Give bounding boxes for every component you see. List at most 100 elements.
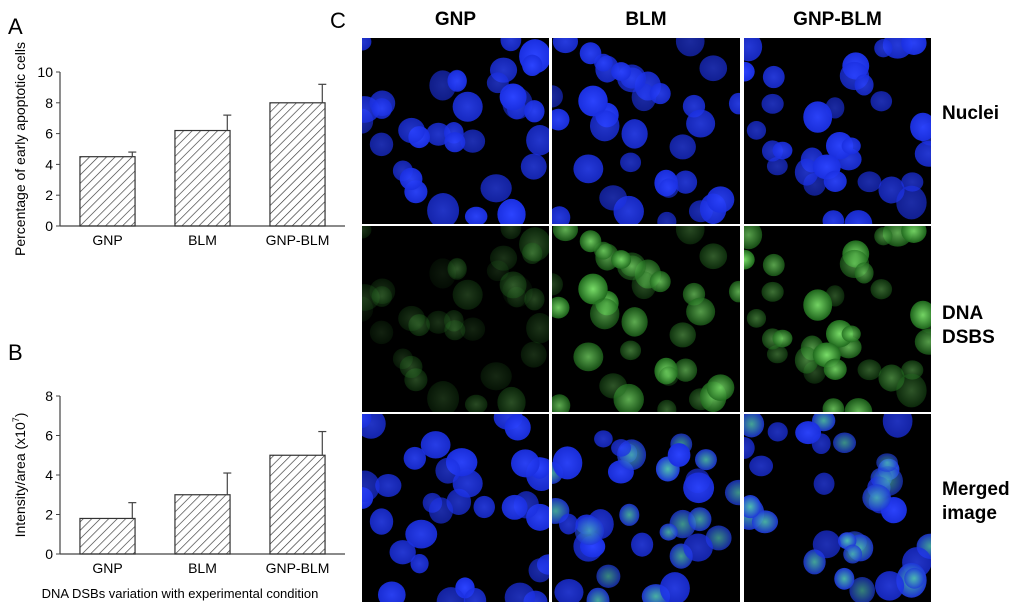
x-tick-label: GNP [92, 232, 122, 248]
nucleus [552, 85, 563, 108]
nucleus [849, 577, 875, 602]
nucleus [854, 74, 874, 96]
nucleus [552, 38, 579, 54]
nucleus [589, 298, 620, 330]
nucleus [862, 484, 892, 512]
bar-gnp [79, 156, 136, 227]
micrograph-blm-dna [552, 226, 740, 412]
nucleus [389, 540, 416, 565]
nucleus [675, 226, 705, 245]
nucleus [552, 394, 571, 412]
nucleus [841, 137, 861, 155]
micrograph-gnp-merged [362, 414, 549, 602]
nucleus [552, 226, 579, 242]
nucleus [499, 83, 527, 111]
nucleus [362, 38, 372, 51]
nucleus [813, 472, 835, 495]
nucleus [914, 328, 931, 355]
nucleus [772, 141, 793, 160]
nucleus [599, 185, 628, 211]
nucleus [675, 38, 705, 57]
nucleus [504, 414, 531, 441]
y-axis-label: Intensity/area (x107) [11, 413, 28, 538]
nucleus [500, 226, 522, 240]
nucleus [761, 93, 784, 114]
nucleus [362, 414, 372, 428]
column-title-gnp: GNP [434, 9, 477, 30]
nucleus [464, 206, 488, 224]
nucleus [426, 122, 451, 146]
bar-gnp [79, 517, 136, 555]
nucleus [399, 355, 423, 379]
nucleus [896, 373, 927, 408]
nucleus [504, 582, 536, 602]
micrograph-blm-merged [552, 414, 740, 602]
nucleus [447, 258, 467, 280]
nucleus [766, 157, 788, 176]
nucleus [857, 359, 882, 381]
nucleus [596, 564, 621, 588]
nucleus [724, 479, 740, 506]
nucleus [762, 65, 785, 89]
nucleus [795, 421, 822, 445]
nucleus [822, 398, 845, 412]
nucleus [674, 358, 698, 382]
nucleus [744, 414, 765, 438]
nucleus [621, 119, 648, 149]
bar-gnp-blm [269, 102, 326, 227]
nucleus [844, 210, 873, 224]
nucleus [362, 470, 380, 502]
x-axis-label: DNA DSBs variation with experimental con… [42, 586, 319, 601]
column-title-blm: BLM [625, 9, 667, 30]
nucleus [497, 198, 526, 224]
nucleus [744, 38, 763, 62]
nucleus [464, 394, 488, 412]
panel-c-letter: C [330, 8, 346, 33]
nucleus [751, 510, 779, 534]
nucleus [452, 91, 483, 122]
nucleus [579, 42, 602, 65]
nucleus [499, 271, 527, 299]
nucleus [874, 226, 893, 246]
nucleus [554, 578, 584, 602]
y-tick-label: 4 [45, 467, 53, 483]
nucleus [552, 446, 583, 480]
nucleus [649, 83, 671, 105]
nucleus [901, 226, 927, 243]
nucleus [688, 507, 712, 532]
row-label-merged: Merged image [942, 479, 1010, 524]
y-tick-label: 8 [45, 95, 53, 111]
nucleus [473, 495, 495, 519]
nucleus [706, 186, 735, 213]
nucleus [649, 271, 671, 293]
nucleus [526, 313, 549, 344]
nucleus [694, 449, 717, 471]
nucleus [803, 101, 833, 133]
nucleus [683, 533, 713, 562]
nucleus [578, 85, 608, 117]
nucleus [463, 587, 487, 602]
nucleus [369, 320, 394, 345]
y-tick-label: 6 [45, 428, 53, 444]
row-label-dna: DNA DSBS [942, 303, 995, 348]
nucleus [436, 587, 466, 602]
nucleus [683, 472, 715, 504]
nucleus [398, 117, 425, 144]
nucleus [794, 346, 819, 374]
nucleus [667, 443, 691, 467]
nucleus [428, 497, 454, 524]
nucleus [772, 329, 793, 348]
nucleus [746, 120, 767, 140]
nucleus [658, 178, 679, 198]
nucleus [744, 61, 755, 82]
nucleus [833, 432, 856, 454]
nucleus [876, 453, 898, 472]
nucleus [420, 431, 451, 459]
nucleus [812, 530, 841, 559]
nucleus [659, 572, 690, 602]
row-label-nuclei: Nuclei [942, 103, 1000, 124]
nucleus [749, 455, 774, 477]
nucleus [480, 362, 512, 391]
nucleus [371, 286, 393, 307]
nucleus [746, 308, 767, 328]
